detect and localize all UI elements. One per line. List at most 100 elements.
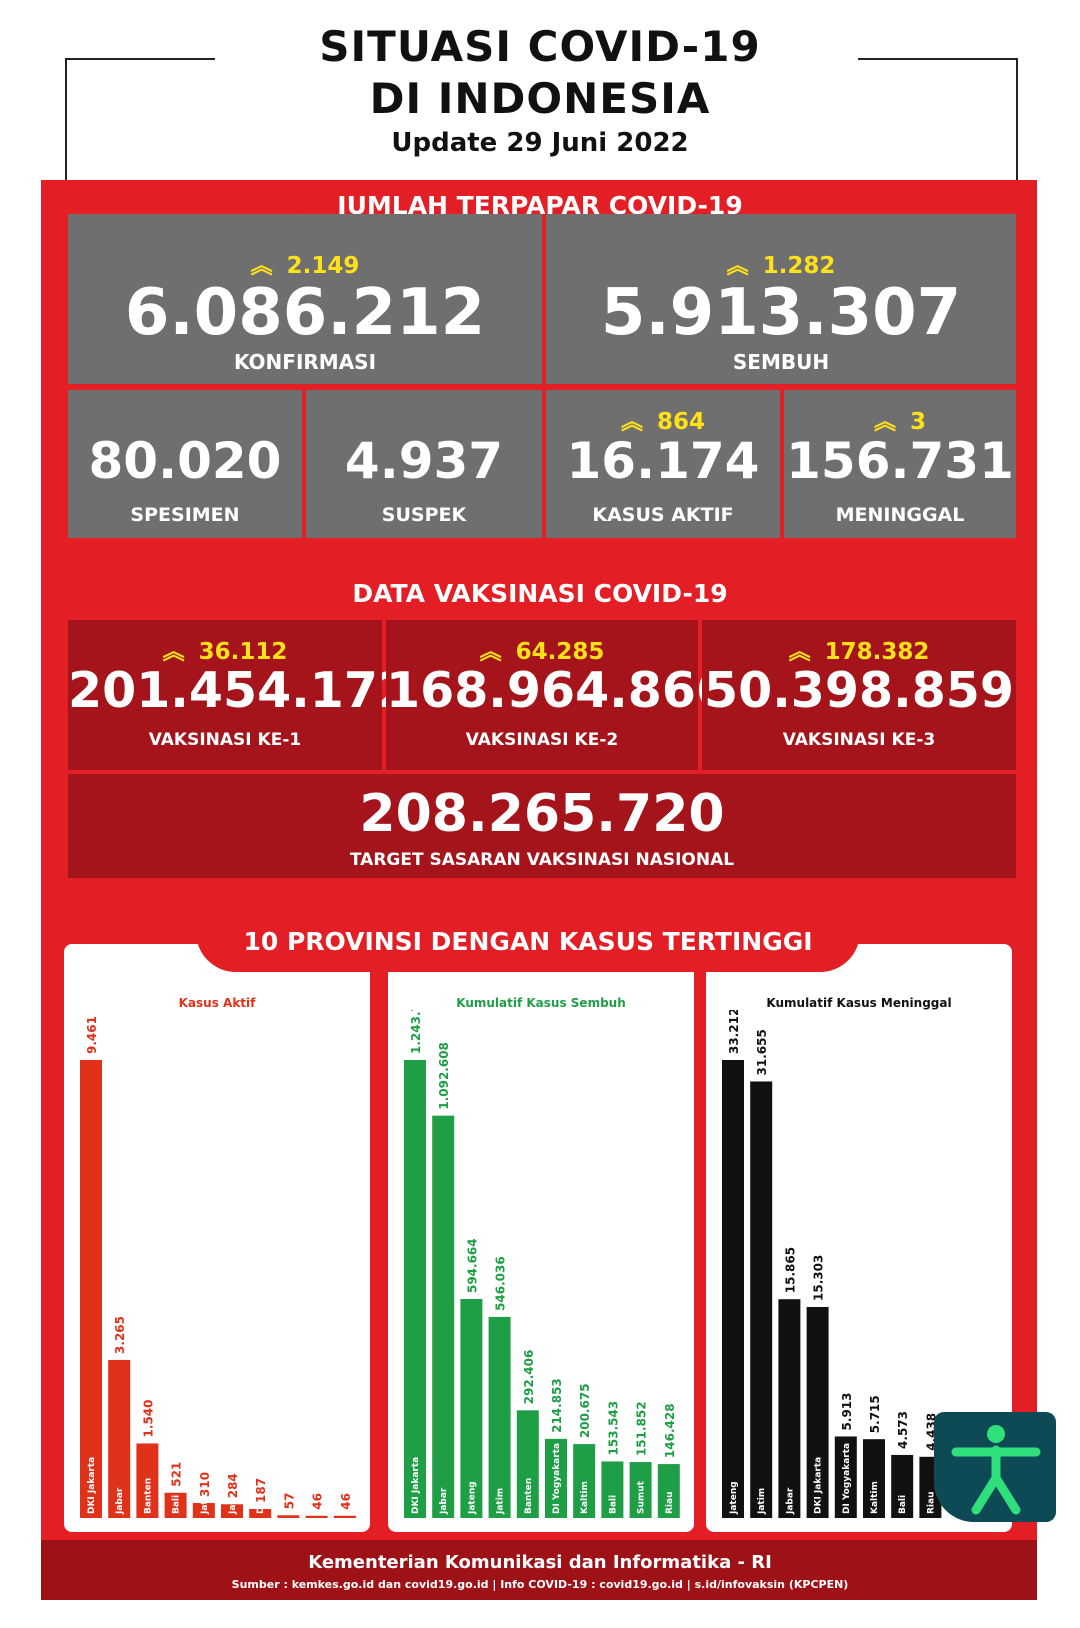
vaksin-ke3-delta: ︽ 178.382 — [702, 634, 1016, 666]
value-label-0-6: 187 — [254, 1478, 268, 1503]
bar-2-4 — [834, 1436, 857, 1518]
vaksin-ke3-label: VAKSINASI KE-3 — [782, 730, 936, 750]
vaksin-ke1-value: 201.454.172 — [68, 662, 413, 719]
meninggal-delta: ︽ 3 — [784, 404, 1016, 436]
bar-0-1 — [108, 1359, 131, 1518]
frame-line-right — [858, 58, 1018, 60]
category-label-1-8: Sumut — [637, 1480, 647, 1514]
value-label-0-0: 9.461 — [85, 1016, 99, 1054]
meninggal-box: ︽ 3 156.731 MENINGGAL — [784, 390, 1016, 538]
spesimen-box: 80.020 SPESIMEN — [68, 390, 302, 538]
vaksin-ke1-label: VAKSINASI KE-1 — [148, 730, 302, 750]
vaksin-ke2-label: VAKSINASI KE-2 — [465, 730, 619, 750]
bar-2-1 — [750, 1081, 773, 1518]
category-label-0-2: Banten — [143, 1478, 153, 1514]
sembuh-label: SEMBUH — [732, 350, 830, 374]
bar-1-4 — [516, 1410, 539, 1518]
accessibility-icon — [951, 1425, 1041, 1515]
category-label-0-9: Papua — [341, 1483, 351, 1514]
category-label-2-7: Riau — [926, 1492, 936, 1515]
double-chevron-up-icon: ︽ — [162, 640, 185, 665]
value-label-2-6: 4.573 — [896, 1411, 910, 1449]
target-box: 208.265.720 TARGET SASARAN VAKSINASI NAS… — [68, 774, 1016, 878]
vaksin-ke3-value: 50.398.859 — [704, 662, 1014, 719]
category-label-1-5: DI Yogyakarta — [552, 1443, 562, 1514]
suspek-box: 4.937 SUSPEK — [306, 390, 542, 538]
chart-title-kasus-aktif: Kasus Aktif — [178, 996, 256, 1010]
value-label-0-4: 310 — [198, 1472, 212, 1497]
bar-0-0 — [80, 1060, 102, 1518]
accessibility-button[interactable] — [934, 1412, 1056, 1522]
bar-1-5 — [545, 1438, 567, 1518]
value-label-2-2: 15.865 — [783, 1247, 797, 1293]
chart-sembuh: DKI Jakarta 1.243.726 Jabar 1.092.608 Jateng… — [404, 1010, 680, 1518]
category-label-2-2: Jabar — [785, 1487, 795, 1515]
bar-1-0 — [404, 1060, 426, 1518]
target-value: 208.265.720 — [359, 784, 725, 844]
category-label-0-6: DI Yogyakarta — [256, 1443, 266, 1514]
suspek-value: 4.937 — [344, 432, 504, 490]
target-label: TARGET SASARAN VAKSINASI NASIONAL — [349, 850, 735, 870]
category-label-0-8: Sulsel — [313, 1483, 323, 1514]
category-label-1-7: Bali — [608, 1495, 618, 1514]
value-label-1-3: 546.036 — [494, 1256, 508, 1311]
chart-title-meninggal: Kumulatif Kasus Meninggal — [766, 996, 952, 1010]
meninggal-value: 156.731 — [786, 432, 1014, 490]
bar-0-5 — [221, 1504, 243, 1518]
provinsi-heading-text: 10 PROVINSI DENGAN KASUS TERTINGGI — [243, 927, 813, 956]
vaksinasi-heading: DATA VAKSINASI COVID-19 — [295, 570, 785, 620]
chart-title-sembuh: Kumulatif Kasus Sembuh — [456, 996, 626, 1010]
value-label-1-9: 146.428 — [663, 1403, 677, 1458]
update-date: Update 29 Juni 2022 — [391, 128, 689, 158]
kasus-aktif-box: ︽ 864 16.174 KASUS AKTIF — [546, 390, 780, 538]
frame-line-left-v — [65, 58, 67, 183]
sembuh-value: 5.913.307 — [600, 276, 962, 350]
vaksin-ke1-box: ︽ 36.112 201.454.172 VAKSINASI KE-1 — [68, 620, 413, 770]
footer-ministry: Kementerian Komunikasi dan Informatika -… — [308, 1552, 772, 1573]
bar-2-5 — [863, 1439, 885, 1518]
meninggal-label: MENINGGAL — [835, 504, 965, 526]
footer-band — [41, 1540, 1037, 1600]
bar-0-9 — [333, 1515, 356, 1518]
sembuh-box: ︽ 1.282 5.913.307 SEMBUH — [546, 214, 1016, 384]
konfirmasi-label: KONFIRMASI — [233, 350, 377, 374]
kasus-aktif-delta: ︽ 864 — [546, 404, 780, 436]
value-label-1-2: 594.664 — [465, 1238, 479, 1293]
category-label-0-1: Jabar — [115, 1487, 125, 1515]
bar-2-3 — [806, 1306, 829, 1518]
value-label-1-5: 214.853 — [550, 1378, 564, 1433]
sembuh-delta: ︽ 1.282 — [546, 248, 1016, 280]
value-label-1-7: 153.543 — [606, 1401, 620, 1456]
category-label-1-6: Kaltim — [580, 1481, 590, 1514]
bar-1-7 — [601, 1461, 624, 1518]
konfirmasi-box: ︽ 2.149 6.086.212 KONFIRMASI — [68, 214, 542, 384]
double-chevron-up-icon: ︽ — [620, 410, 643, 435]
vaksin-ke2-value: 168.964.866 — [386, 662, 731, 719]
double-chevron-up-icon: ︽ — [250, 254, 273, 279]
vaksin-ke2-delta: ︽ 64.285 — [386, 634, 698, 666]
page-title-line2: DI INDONESIA — [369, 74, 711, 123]
bar-1-1 — [432, 1115, 455, 1518]
value-label-0-5: 284 — [226, 1473, 240, 1498]
category-label-2-3: DKI Jakarta — [814, 1457, 824, 1514]
vaksinasi-heading-text: DATA VAKSINASI COVID-19 — [352, 579, 728, 608]
bar-0-2 — [136, 1443, 159, 1518]
value-label-2-1: 31.655 — [755, 1029, 769, 1075]
kasus-aktif-value: 16.174 — [566, 432, 760, 490]
value-label-1-8: 151.852 — [635, 1401, 649, 1456]
double-chevron-up-icon: ︽ — [726, 254, 749, 279]
category-label-1-9: Riau — [665, 1492, 675, 1515]
category-label-1-1: Jabar — [439, 1487, 449, 1515]
value-label-2-5: 5.715 — [868, 1395, 882, 1433]
category-label-2-0: Jateng — [729, 1481, 739, 1515]
frame-line-left — [65, 58, 215, 60]
category-label-1-2: Jateng — [467, 1481, 477, 1515]
double-chevron-up-icon: ︽ — [479, 640, 502, 665]
bar-0-8 — [305, 1515, 328, 1518]
value-label-1-1: 1.092.608 — [437, 1042, 451, 1110]
bar-1-2 — [460, 1299, 483, 1518]
bar-2-2 — [778, 1299, 801, 1518]
category-label-0-5: Jateng — [228, 1481, 238, 1515]
category-label-2-4: DI Yogyakarta — [842, 1443, 852, 1514]
spesimen-value: 80.020 — [88, 432, 282, 490]
